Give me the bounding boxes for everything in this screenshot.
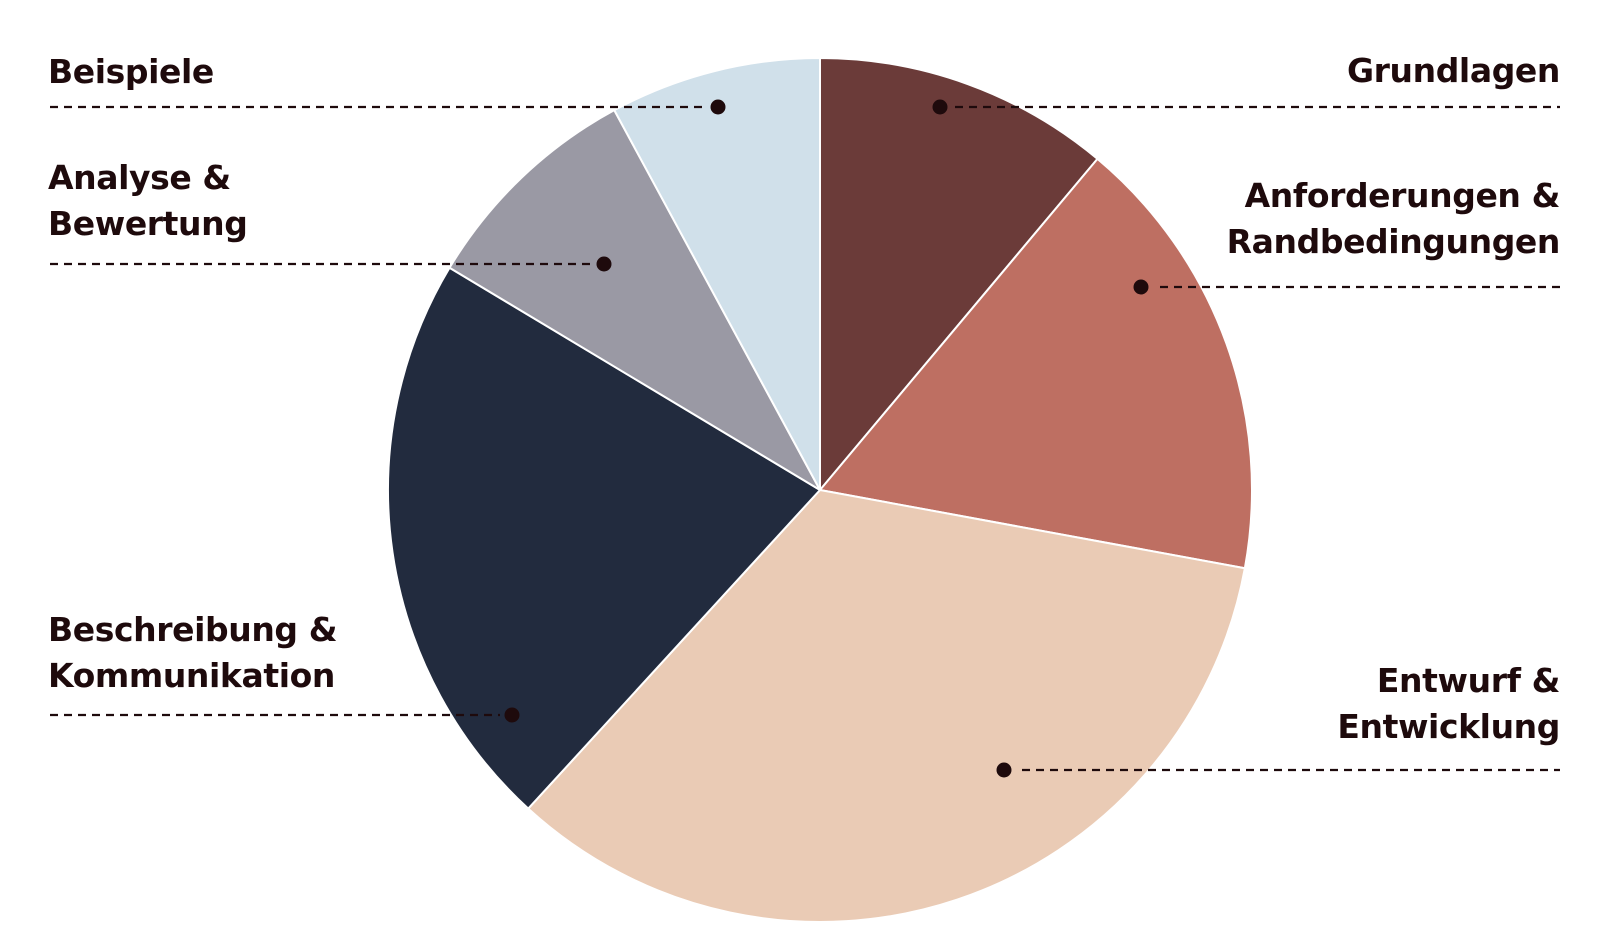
pie-slice-analyse-bewertung bbox=[448, 109, 821, 491]
slice-label-beschreibung-kommunikation-line-2: Kommunikation bbox=[48, 656, 335, 695]
pie-slice-grundlagen bbox=[819, 57, 1099, 491]
slice-label-analyse-bewertung-line-2: Bewertung bbox=[48, 204, 247, 243]
slice-label-entwurf-entwicklung-line-2: Entwicklung bbox=[1337, 707, 1560, 746]
pie-annotations: Grundlagen Anforderungen & Randbedingungen… bbox=[48, 51, 1560, 778]
leader-dot-beschreibung-kommunikation bbox=[504, 707, 520, 723]
slice-label-analyse-bewertung-line-1: Analyse & bbox=[48, 158, 231, 197]
leader-dot-entwurf-entwicklung bbox=[996, 762, 1012, 778]
leader-dot-anforderungen-randbedingungen bbox=[1133, 279, 1149, 295]
slice-label-beschreibung-kommunikation-line-1: Beschreibung & bbox=[48, 610, 337, 649]
leader-dot-analyse-bewertung bbox=[596, 256, 612, 272]
pie-slice-anforderungen-randbedingungen bbox=[819, 157, 1253, 570]
leader-dot-beispiele bbox=[710, 99, 726, 115]
pie-slice-beispiele bbox=[613, 57, 821, 491]
pie-slice-entwurf-entwicklung bbox=[527, 489, 1246, 923]
slice-label-entwurf-entwicklung-line-1: Entwurf & bbox=[1377, 661, 1560, 700]
slice-label-anforderungen-randbedingungen-line-2: Randbedingungen bbox=[1227, 222, 1560, 261]
leader-dot-grundlagen bbox=[932, 99, 948, 115]
slice-label-anforderungen-randbedingungen-line-1: Anforderungen & bbox=[1245, 176, 1560, 215]
slice-label-beispiele: Beispiele bbox=[48, 52, 214, 91]
pie-slice-beschreibung-kommunikation bbox=[387, 266, 821, 810]
pie-slices bbox=[387, 57, 1253, 923]
slice-label-grundlagen: Grundlagen bbox=[1347, 51, 1560, 90]
